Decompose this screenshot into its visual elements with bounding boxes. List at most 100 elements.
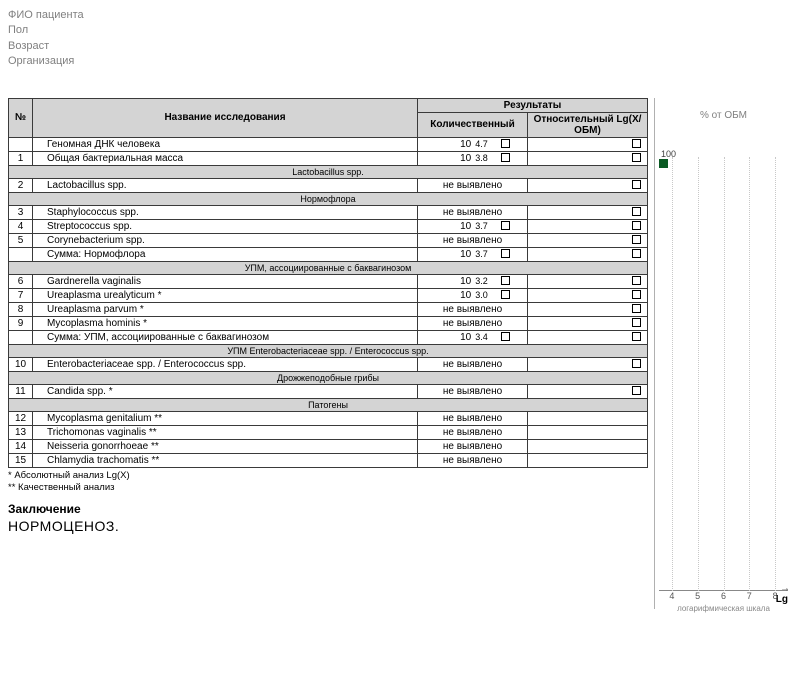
checkbox-icon xyxy=(632,139,641,148)
section-header: Патогены xyxy=(9,398,648,411)
row-rel xyxy=(528,330,648,344)
row-number: 1 xyxy=(9,151,33,165)
conclusion-value: НОРМОЦЕНОЗ. xyxy=(8,518,648,534)
checkbox-icon xyxy=(632,359,641,368)
checkbox-icon xyxy=(501,332,510,341)
checkbox-icon xyxy=(632,153,641,162)
footnote-2: ** Качественный анализ xyxy=(8,482,648,494)
row-name: Lactobacillus spp. xyxy=(33,178,418,192)
row-number: 10 xyxy=(9,357,33,371)
row-quant: не выявлено xyxy=(418,178,528,192)
conclusion-label: Заключение xyxy=(8,502,648,516)
table-row: 2Lactobacillus spp.не выявлено xyxy=(9,178,648,192)
row-rel xyxy=(528,274,648,288)
chart-tick: 5 xyxy=(695,591,700,601)
header-num: № xyxy=(9,98,33,137)
row-number xyxy=(9,330,33,344)
chart-panel: % от ОБМ 100 → Lg логарифмическая шкала … xyxy=(654,98,792,609)
row-number: 9 xyxy=(9,316,33,330)
row-quant: 104.7 xyxy=(418,137,528,151)
chart-subscale: логарифмическая шкала xyxy=(659,604,788,613)
row-name: Gardnerella vaginalis xyxy=(33,274,418,288)
row-quant: 103.2 xyxy=(418,274,528,288)
row-rel xyxy=(528,302,648,316)
table-row: 11Candida spp. *не выявлено xyxy=(9,384,648,398)
chart-gridline xyxy=(698,157,699,591)
checkbox-icon xyxy=(632,332,641,341)
row-name: Enterobacteriaceae spp. / Enterococcus s… xyxy=(33,357,418,371)
section-header: УПМ Enterobacteriaceae spp. / Enterococc… xyxy=(9,344,648,357)
row-name: Ureaplasma parvum * xyxy=(33,302,418,316)
chart-bar xyxy=(659,159,668,168)
row-quant: не выявлено xyxy=(418,439,528,453)
table-row: Сумма: УПМ, ассоциированные с баквагиноз… xyxy=(9,330,648,344)
checkbox-icon xyxy=(632,207,641,216)
row-name: Staphylococcus spp. xyxy=(33,205,418,219)
table-row: 12Mycoplasma genitalium **не выявлено xyxy=(9,411,648,425)
patient-age: Возраст xyxy=(8,39,792,54)
row-quant: не выявлено xyxy=(418,233,528,247)
checkbox-icon xyxy=(632,221,641,230)
chart-tick: 8 xyxy=(773,591,778,601)
table-row: 3Staphylococcus spp.не выявлено xyxy=(9,205,648,219)
row-rel xyxy=(528,316,648,330)
row-quant: 103.4 xyxy=(418,330,528,344)
footnote-1: * Абсолютный анализ Lg(X) xyxy=(8,470,648,482)
row-quant: не выявлено xyxy=(418,357,528,371)
row-name: Neisseria gonorrhoeae ** xyxy=(33,439,418,453)
chart-gridline xyxy=(724,157,725,591)
patient-info-block: ФИО пациента Пол Возраст Организация xyxy=(8,8,792,70)
section-header: Нормофлора xyxy=(9,192,648,205)
row-quant: 103.7 xyxy=(418,247,528,261)
row-quant: не выявлено xyxy=(418,453,528,467)
row-number xyxy=(9,247,33,261)
row-name: Corynebacterium spp. xyxy=(33,233,418,247)
row-rel xyxy=(528,205,648,219)
row-name: Trichomonas vaginalis ** xyxy=(33,425,418,439)
header-rel: Относительный Lg(X/ОБМ) xyxy=(528,112,648,137)
checkbox-icon xyxy=(501,290,510,299)
table-row: 14Neisseria gonorrhoeae **не выявлено xyxy=(9,439,648,453)
checkbox-icon xyxy=(501,221,510,230)
row-rel xyxy=(528,439,648,453)
table-row: 1Общая бактериальная масса103.8 xyxy=(9,151,648,165)
row-number: 14 xyxy=(9,439,33,453)
table-row: 8Ureaplasma parvum *не выявлено xyxy=(9,302,648,316)
row-quant: 103.0 xyxy=(418,288,528,302)
row-quant: не выявлено xyxy=(418,316,528,330)
row-quant: не выявлено xyxy=(418,425,528,439)
checkbox-icon xyxy=(632,290,641,299)
row-rel xyxy=(528,425,648,439)
row-name: Ureaplasma urealyticum * xyxy=(33,288,418,302)
checkbox-icon xyxy=(632,386,641,395)
chart-tick: 6 xyxy=(721,591,726,601)
section-header: Дрожжеподобные грибы xyxy=(9,371,648,384)
checkbox-icon xyxy=(632,180,641,189)
row-name: Mycoplasma hominis * xyxy=(33,316,418,330)
header-name: Название исследования xyxy=(33,98,418,137)
checkbox-icon xyxy=(632,235,641,244)
table-row: 7Ureaplasma urealyticum *103.0 xyxy=(9,288,648,302)
row-number: 6 xyxy=(9,274,33,288)
chart-gridline xyxy=(672,157,673,591)
chart-tick: 7 xyxy=(747,591,752,601)
patient-org: Организация xyxy=(8,54,792,69)
row-number: 5 xyxy=(9,233,33,247)
chart-arrow-icon: → xyxy=(780,583,790,594)
row-quant: не выявлено xyxy=(418,205,528,219)
section-header: УПМ, ассоциированные с баквагинозом xyxy=(9,261,648,274)
checkbox-icon xyxy=(501,139,510,148)
row-number: 12 xyxy=(9,411,33,425)
row-name: Сумма: Нормофлора xyxy=(33,247,418,261)
row-name: Общая бактериальная масса xyxy=(33,151,418,165)
table-row: 5Corynebacterium spp.не выявлено xyxy=(9,233,648,247)
table-row: Геномная ДНК человека104.7 xyxy=(9,137,648,151)
row-rel xyxy=(528,178,648,192)
checkbox-icon xyxy=(501,276,510,285)
chart-tick: 4 xyxy=(669,591,674,601)
chart-title: % от ОБМ xyxy=(659,110,788,121)
row-number: 8 xyxy=(9,302,33,316)
row-quant: 103.7 xyxy=(418,219,528,233)
table-row: 9Mycoplasma hominis *не выявлено xyxy=(9,316,648,330)
chart-top-label: 100 xyxy=(661,149,676,159)
